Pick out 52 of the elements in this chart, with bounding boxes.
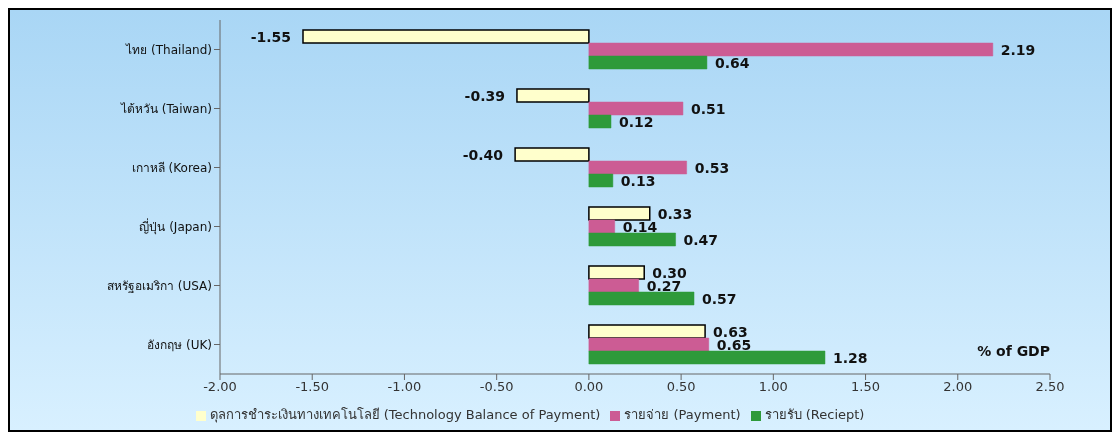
bar bbox=[588, 219, 615, 234]
x-tick-label: -2.00 bbox=[203, 379, 237, 395]
x-tick-label: 2.00 bbox=[943, 379, 973, 395]
legend-label: รายรับ (Reciept) bbox=[764, 407, 865, 422]
bar bbox=[302, 29, 590, 44]
data-label: 0.51 bbox=[690, 100, 726, 117]
data-label: -0.40 bbox=[462, 146, 504, 163]
legend-label: รายจ่าย (Payment) bbox=[624, 407, 741, 422]
bar bbox=[588, 206, 651, 221]
bar bbox=[588, 265, 645, 280]
bar bbox=[588, 350, 826, 365]
bar bbox=[516, 88, 590, 103]
y-tick-label: ญี่ปุ่น (Japan) bbox=[139, 217, 212, 235]
y-tick-label: อังกฤษ (UK) bbox=[147, 337, 212, 352]
x-tick-label: 2.50 bbox=[1035, 379, 1065, 395]
data-label: 0.64 bbox=[714, 54, 750, 71]
y-tick-label: ไต้หวัน (Taiwan) bbox=[120, 101, 212, 116]
data-label: -1.55 bbox=[250, 28, 291, 45]
bar bbox=[588, 42, 994, 57]
data-label: 0.53 bbox=[694, 159, 730, 176]
x-tick-label: -1.50 bbox=[295, 379, 330, 395]
bar bbox=[588, 232, 676, 247]
y-tick-label: ไทย (Thailand) bbox=[125, 42, 212, 57]
y-tick-label: เกาหลี (Korea) bbox=[131, 160, 212, 175]
data-label: 0.13 bbox=[620, 172, 656, 189]
x-axis-title: % of GDP bbox=[977, 342, 1050, 359]
bar bbox=[588, 324, 706, 339]
bar bbox=[588, 114, 612, 129]
bar bbox=[588, 337, 710, 352]
bar bbox=[588, 291, 695, 306]
x-tick-label: -1.00 bbox=[387, 379, 422, 395]
bar bbox=[588, 160, 687, 175]
x-tick-label: 0.50 bbox=[666, 379, 696, 395]
x-tick-label: 1.50 bbox=[851, 379, 881, 395]
data-label: -0.39 bbox=[464, 87, 505, 104]
bar bbox=[514, 147, 590, 162]
bar bbox=[588, 173, 614, 188]
data-label: 0.14 bbox=[622, 218, 658, 235]
y-tick-label: สหรัฐอเมริกา (USA) bbox=[106, 278, 212, 293]
bar bbox=[588, 101, 684, 116]
data-label: 1.28 bbox=[832, 349, 868, 366]
x-tick-label: -0.50 bbox=[479, 379, 514, 395]
x-tick-label: 0.00 bbox=[574, 379, 604, 395]
bar bbox=[588, 278, 639, 293]
data-label: 0.47 bbox=[683, 231, 719, 248]
data-label: 0.33 bbox=[657, 205, 693, 222]
data-label: 0.57 bbox=[702, 290, 737, 307]
bar bbox=[588, 55, 708, 70]
x-tick-label: 1.00 bbox=[758, 379, 788, 395]
legend-label: ดุลการชำระเงินทางเทคโนโลยี (Technology Balance of Payment) bbox=[209, 407, 601, 422]
data-label: 2.19 bbox=[1000, 41, 1036, 58]
data-label: 0.12 bbox=[619, 113, 654, 130]
